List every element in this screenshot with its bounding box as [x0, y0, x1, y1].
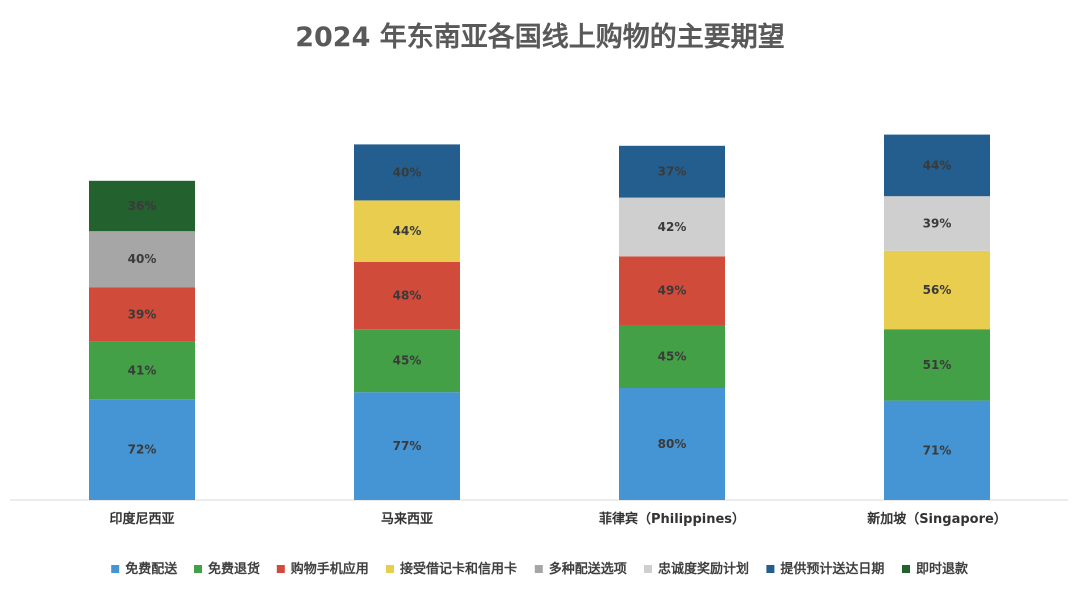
legend-swatch — [534, 565, 543, 573]
data-label: 45% — [393, 354, 422, 368]
bar-segment — [89, 287, 195, 342]
data-label: 77% — [393, 439, 422, 453]
data-label: 40% — [393, 165, 422, 179]
bar-segment — [354, 329, 460, 393]
data-label: 36% — [128, 199, 157, 213]
bar-segment — [619, 325, 725, 388]
legend-label: 免费退货 — [208, 561, 260, 577]
legend-label: 忠诚度奖励计划 — [658, 561, 749, 577]
bar-segment — [89, 399, 195, 500]
bar-segment — [619, 145, 725, 198]
data-label: 80% — [658, 437, 687, 451]
data-label: 39% — [923, 217, 952, 231]
data-label: 45% — [658, 350, 687, 364]
bar-segment — [619, 388, 725, 500]
legend-swatch — [766, 565, 775, 573]
data-label: 49% — [658, 284, 687, 298]
bars-group: 72% 41% 39% 40% 36% 77% 45% 48% 44% 40% 80% 45% 49% 4… — [89, 134, 990, 500]
data-label: 39% — [128, 308, 157, 322]
legend-label: 即时退款 — [916, 561, 969, 577]
bar-segment — [354, 262, 460, 330]
legend-swatch — [194, 565, 202, 573]
data-label: 37% — [658, 165, 687, 179]
bar-segment — [89, 180, 195, 232]
category-label: 马来西亚 — [381, 511, 433, 527]
legend-label: 接受借记卡和信用卡 — [400, 561, 517, 577]
bar-segment — [619, 256, 725, 325]
legend-swatch — [276, 565, 285, 573]
bar-segment — [884, 250, 990, 330]
data-label: 48% — [393, 289, 422, 303]
category-label: 印度尼西亚 — [109, 511, 174, 527]
bar-segment — [354, 144, 460, 201]
data-label: 42% — [658, 220, 687, 234]
legend-label: 多种配送选项 — [549, 561, 627, 577]
bar-segment — [884, 134, 990, 197]
data-label: 44% — [923, 158, 952, 172]
legend-swatch — [902, 565, 910, 573]
bar-segment — [619, 197, 725, 257]
data-label: 40% — [128, 252, 157, 266]
bar-segment — [89, 341, 195, 400]
category-labels: 印度尼西亚 马来西亚 菲律宾（Philippines） 新加坡（Singapore） — [109, 511, 1006, 527]
bar-segment — [89, 231, 195, 288]
data-label: 51% — [923, 358, 952, 372]
data-label: 56% — [923, 283, 952, 297]
data-label: 44% — [393, 224, 422, 238]
legend: 免费配送 免费退货 购物手机应用 接受借记卡和信用卡 多种配送选项 忠诚度奖励计划 提供预计… — [111, 561, 969, 577]
bar-segment — [354, 200, 460, 262]
chart-title: 2024 年东南亚各国线上购物的主要期望 — [295, 21, 785, 53]
legend-swatch — [644, 565, 652, 573]
legend-label: 免费配送 — [125, 561, 178, 577]
data-label: 41% — [128, 364, 157, 378]
legend-label: 提供预计送达日期 — [780, 561, 884, 577]
data-label: 71% — [923, 443, 952, 457]
legend-swatch — [111, 565, 120, 573]
bar-segment — [884, 196, 990, 251]
legend-swatch — [386, 565, 394, 573]
category-label: 新加坡（Singapore） — [867, 511, 1007, 527]
data-label: 72% — [128, 443, 157, 457]
legend-label: 购物手机应用 — [291, 561, 369, 577]
bar-segment — [884, 400, 990, 500]
category-label: 菲律宾（Philippines） — [599, 511, 745, 527]
bar-segment — [354, 392, 460, 500]
bar-segment — [884, 329, 990, 401]
